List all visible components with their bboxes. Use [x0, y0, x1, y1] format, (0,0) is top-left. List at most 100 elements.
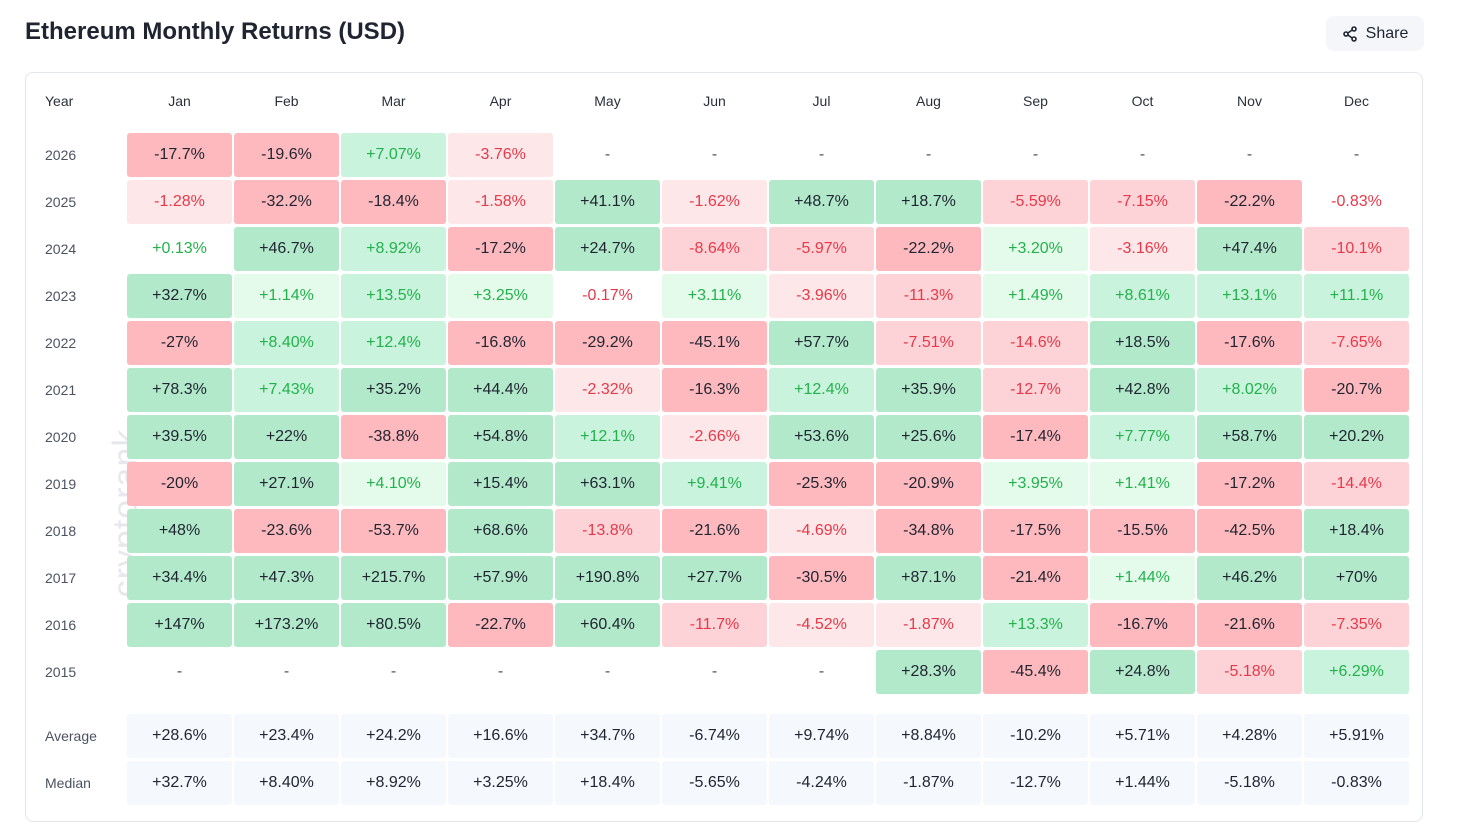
return-cell: -17.7%	[127, 133, 232, 177]
return-cell: -17.4%	[983, 415, 1088, 459]
return-cell: -3.76%	[448, 133, 553, 177]
return-cell: +15.4%	[448, 462, 553, 506]
return-cell: +68.6%	[448, 509, 553, 553]
summary-cell: -5.65%	[662, 761, 767, 805]
summary-cell: +9.74%	[769, 714, 874, 758]
return-cell: -17.2%	[448, 227, 553, 271]
return-cell: -16.7%	[1090, 603, 1195, 647]
return-cell: -17.6%	[1197, 321, 1302, 365]
return-cell: +11.1%	[1304, 274, 1409, 318]
summary-label: Average	[45, 728, 97, 744]
return-cell: +12.1%	[555, 415, 660, 459]
return-cell: +48%	[127, 509, 232, 553]
title: Ethereum Monthly Returns (USD)	[25, 18, 406, 45]
return-cell: -	[390, 663, 397, 680]
return-cell: +39.5%	[127, 415, 232, 459]
column-header: Dec	[1344, 93, 1369, 109]
column-header: Jun	[703, 93, 726, 109]
return-cell: -1.87%	[876, 603, 981, 647]
table-header: Year Jan Feb Mar Apr May Jun Jul Aug Sep Oct Nov Dec	[45, 88, 1409, 114]
return-cell: -30.5%	[769, 556, 874, 600]
table-summary: Average +28.6% +23.4% +24.2% +16.6% +34.7% -6.…	[45, 714, 1409, 805]
return-cell: +8.61%	[1090, 274, 1195, 318]
return-cell: -38.8%	[341, 415, 446, 459]
return-cell: -5.97%	[769, 227, 874, 271]
return-cell: +1.41%	[1090, 462, 1195, 506]
return-cell: -4.69%	[769, 509, 874, 553]
return-cell: +1.49%	[983, 274, 1088, 318]
column-header: Jan	[168, 93, 191, 109]
return-cell: +18.4%	[1304, 509, 1409, 553]
return-cell: -22.2%	[876, 227, 981, 271]
column-header: Sep	[1023, 93, 1048, 109]
return-cell: -12.7%	[983, 368, 1088, 412]
return-cell: -	[818, 146, 825, 163]
return-cell: +46.7%	[234, 227, 339, 271]
return-cell: +24.8%	[1090, 650, 1195, 694]
return-cell: +63.1%	[555, 462, 660, 506]
summary-cell: +8.40%	[234, 761, 339, 805]
return-cell: -20.9%	[876, 462, 981, 506]
return-cell: -2.66%	[662, 415, 767, 459]
return-cell: -1.58%	[448, 180, 553, 224]
return-cell: +34.4%	[127, 556, 232, 600]
return-cell: +12.4%	[341, 321, 446, 365]
summary-cell: +3.25%	[448, 761, 553, 805]
return-cell: -16.8%	[448, 321, 553, 365]
return-cell: -0.83%	[1331, 193, 1382, 210]
return-cell: -	[604, 663, 611, 680]
return-cell: +27.1%	[234, 462, 339, 506]
return-cell: +87.1%	[876, 556, 981, 600]
return-cell: +60.4%	[555, 603, 660, 647]
return-cell: +28.3%	[876, 650, 981, 694]
return-cell: -19.6%	[234, 133, 339, 177]
return-cell: -22.7%	[448, 603, 553, 647]
return-cell: +0.13%	[152, 240, 207, 257]
return-cell: -14.6%	[983, 321, 1088, 365]
return-cell: +32.7%	[127, 274, 232, 318]
return-cell: +22%	[234, 415, 339, 459]
return-cell: +48.7%	[769, 180, 874, 224]
return-cell: +27.7%	[662, 556, 767, 600]
return-cell: -7.51%	[876, 321, 981, 365]
return-cell: -13.8%	[555, 509, 660, 553]
return-cell: +24.7%	[555, 227, 660, 271]
share-icon	[1342, 25, 1357, 42]
return-cell: +70%	[1304, 556, 1409, 600]
return-cell: +20.2%	[1304, 415, 1409, 459]
share-button[interactable]: Share	[1326, 16, 1424, 51]
return-cell: +7.77%	[1090, 415, 1195, 459]
return-cell: +25.6%	[876, 415, 981, 459]
return-cell: -23.6%	[234, 509, 339, 553]
summary-cell: +8.92%	[341, 761, 446, 805]
share-label: Share	[1365, 24, 1409, 42]
year-label: 2018	[45, 523, 77, 539]
year-label: 2015	[45, 664, 77, 680]
return-cell: -29.2%	[555, 321, 660, 365]
return-cell: +78.3%	[127, 368, 232, 412]
return-cell: -5.18%	[1197, 650, 1302, 694]
return-cell: +54.8%	[448, 415, 553, 459]
return-cell: +57.9%	[448, 556, 553, 600]
return-cell: +3.25%	[448, 274, 553, 318]
year-label: 2017	[45, 570, 77, 586]
return-cell: -5.59%	[983, 180, 1088, 224]
return-cell: -	[1246, 146, 1253, 163]
summary-cell: +32.7%	[127, 761, 232, 805]
table-card: cryptorank Year Jan Feb Mar Apr May Jun Jul Aug S…	[25, 72, 1423, 822]
return-cell: +8.02%	[1197, 368, 1302, 412]
return-cell: +80.5%	[341, 603, 446, 647]
return-cell: -7.35%	[1304, 603, 1409, 647]
year-label: 2026	[45, 147, 77, 163]
return-cell: -	[497, 663, 504, 680]
return-cell: +8.40%	[234, 321, 339, 365]
return-cell: -7.15%	[1090, 180, 1195, 224]
return-cell: -	[176, 663, 183, 680]
return-cell: +13.1%	[1197, 274, 1302, 318]
return-cell: +47.3%	[234, 556, 339, 600]
return-cell: +1.14%	[234, 274, 339, 318]
return-cell: +44.4%	[448, 368, 553, 412]
return-cell: +215.7%	[341, 556, 446, 600]
return-cell: -	[925, 146, 932, 163]
